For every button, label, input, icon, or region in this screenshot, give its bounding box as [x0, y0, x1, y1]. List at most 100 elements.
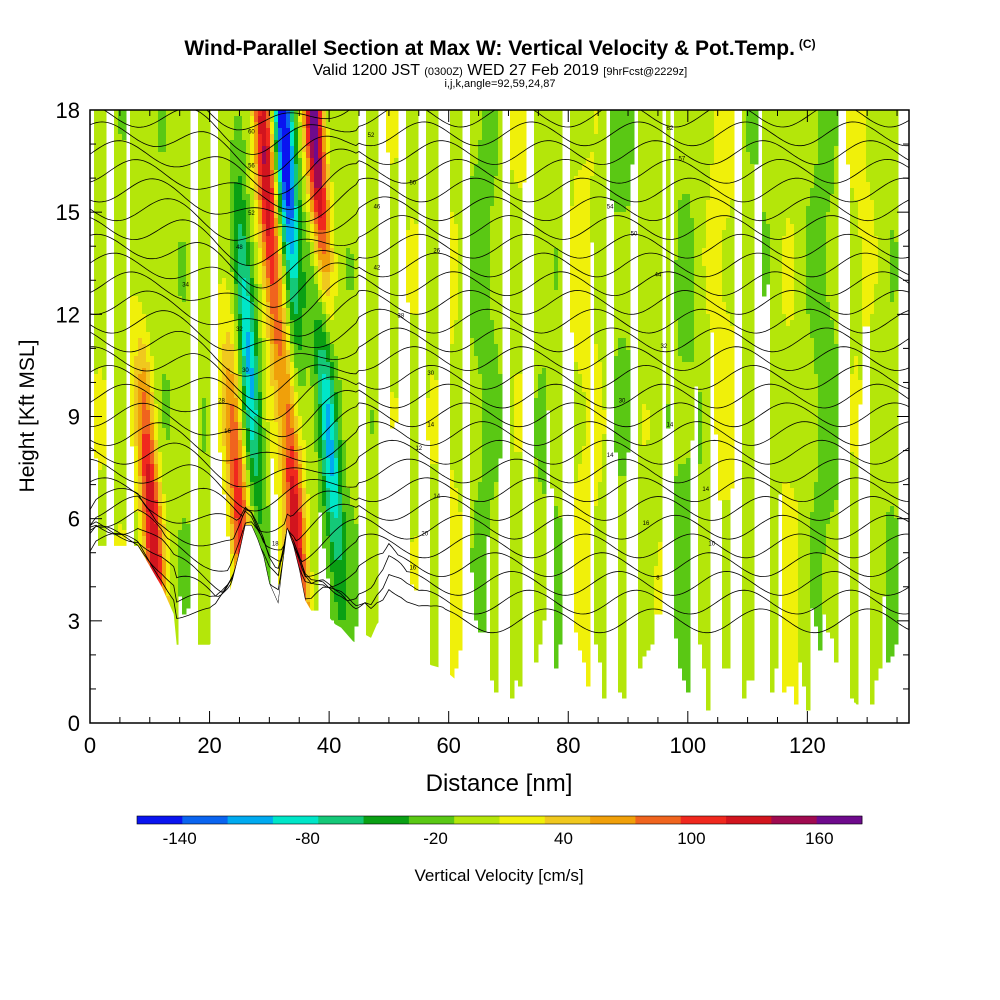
velocity-cell: [874, 284, 879, 681]
velocity-cell: [334, 392, 339, 423]
velocity-cell: [782, 236, 787, 315]
velocity-cell: [238, 458, 243, 489]
velocity-cell: [330, 440, 335, 477]
section-indices: i,j,k,angle=92,59,24,87: [0, 78, 1000, 90]
velocity-cell: [246, 332, 251, 375]
velocity-cell: [554, 248, 559, 291]
velocity-cell: [102, 380, 107, 465]
velocity-cell: [470, 176, 475, 339]
velocity-cell: [874, 236, 879, 285]
velocity-cell: [702, 110, 707, 249]
velocity-cell: [822, 110, 827, 555]
theta-contour-line: [90, 525, 909, 634]
velocity-cell: [318, 272, 323, 291]
velocity-cell: [586, 110, 591, 159]
velocity-cell: [830, 194, 835, 321]
velocity-cell: [706, 110, 711, 201]
velocity-cell: [254, 200, 259, 243]
theta-contour-label: 14: [427, 422, 434, 428]
velocity-cell: [178, 530, 183, 597]
velocity-cell: [290, 122, 295, 147]
velocity-cell: [814, 164, 819, 375]
velocity-cell: [154, 404, 159, 441]
velocity-cell: [286, 350, 291, 375]
velocity-cell: [202, 452, 207, 675]
velocity-cell: [274, 110, 279, 123]
velocity-cell: [642, 446, 647, 657]
theta-contour-label: 44: [655, 272, 662, 278]
velocity-cell: [262, 338, 267, 429]
velocity-cell: [330, 110, 335, 183]
velocity-cell: [810, 188, 815, 339]
velocity-cell: [294, 416, 299, 435]
x-tick-label: 60: [436, 733, 460, 758]
theta-contour-label: 34: [182, 283, 189, 289]
velocity-cell: [778, 110, 783, 495]
velocity-cell: [298, 110, 303, 123]
colorbar-tick-label: -140: [163, 829, 197, 848]
velocity-cell: [242, 278, 247, 357]
velocity-cell: [322, 506, 327, 549]
velocity-cell: [302, 308, 307, 387]
velocity-cell: [134, 296, 139, 357]
theta-contour-line: [90, 196, 909, 241]
velocity-cell: [690, 362, 695, 441]
velocity-cell: [242, 410, 247, 429]
velocity-cell: [250, 482, 255, 507]
theta-contour-label: 16: [409, 565, 416, 571]
velocity-cell: [142, 368, 147, 393]
velocity-cell: [230, 344, 235, 375]
velocity-cell: [574, 362, 579, 483]
velocity-cell: [234, 116, 239, 183]
velocity-cell: [278, 212, 283, 225]
velocity-cell: [826, 110, 831, 213]
velocity-cell: [230, 404, 235, 489]
velocity-cell: [298, 416, 303, 447]
theta-contour-label: 30: [427, 371, 434, 377]
velocity-cell: [182, 242, 187, 303]
velocity-cell: [286, 128, 291, 207]
velocity-cell: [306, 110, 311, 129]
velocity-cell: [262, 428, 267, 603]
velocity-cell: [794, 500, 799, 705]
theta-contour-label: 8: [656, 576, 660, 582]
velocity-cell: [274, 170, 279, 183]
velocity-cell: [618, 212, 623, 339]
velocity-cell: [314, 224, 319, 237]
velocity-cell: [234, 422, 239, 459]
velocity-cell: [262, 146, 267, 165]
velocity-cell: [282, 200, 287, 213]
velocity-cell: [310, 224, 315, 243]
velocity-cell: [178, 110, 183, 243]
theta-contour-line: [90, 402, 909, 451]
velocity-cell: [138, 512, 143, 561]
theta-contour-labels: 60 52 62 57 56 50 54 52 46 50 48 26 44 42 34 38 32 32 30 30…: [182, 126, 715, 582]
velocity-cell: [710, 110, 715, 165]
velocity-cell: [686, 110, 691, 195]
theta-contour-label: 32: [236, 327, 243, 333]
velocity-cell: [242, 428, 247, 447]
velocity-cell: [146, 512, 151, 549]
velocity-cell: [266, 338, 271, 423]
velocity-cell: [850, 452, 855, 699]
velocity-cell: [278, 182, 283, 195]
velocity-cell: [310, 140, 315, 159]
velocity-cell: [314, 164, 319, 189]
velocity-cell: [582, 446, 587, 663]
velocity-cell: [330, 572, 335, 621]
velocity-cell: [286, 224, 291, 243]
velocity-cell: [298, 386, 303, 417]
velocity-cell: [554, 290, 559, 507]
colorbar-label: Vertical Velocity [cm/s]: [414, 866, 583, 885]
theta-contour-label: 52: [368, 133, 375, 139]
velocity-cell: [238, 488, 243, 573]
velocity-cell: [690, 218, 695, 363]
velocity-cell: [250, 368, 255, 399]
valid-time: Valid 1200 JST: [312, 62, 420, 79]
velocity-cell: [262, 266, 267, 291]
velocity-cell: [270, 122, 275, 135]
velocity-cell: [786, 110, 791, 219]
velocity-cell: [490, 320, 495, 501]
velocity-cell: [434, 464, 439, 681]
velocity-cell: [154, 524, 159, 609]
